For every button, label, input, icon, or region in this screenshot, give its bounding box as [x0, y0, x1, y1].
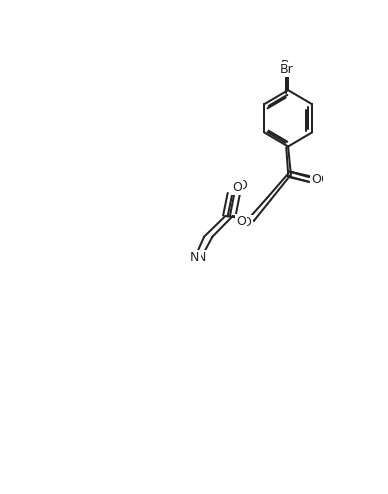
Text: Br: Br — [281, 59, 295, 72]
Text: O: O — [237, 178, 247, 192]
Text: Br: Br — [279, 63, 293, 76]
Text: O: O — [232, 181, 242, 194]
Text: O: O — [311, 173, 321, 186]
Text: O: O — [236, 215, 246, 228]
Text: N: N — [197, 251, 206, 264]
Text: N: N — [190, 251, 199, 264]
Text: O: O — [314, 173, 324, 186]
Text: O: O — [242, 216, 251, 229]
